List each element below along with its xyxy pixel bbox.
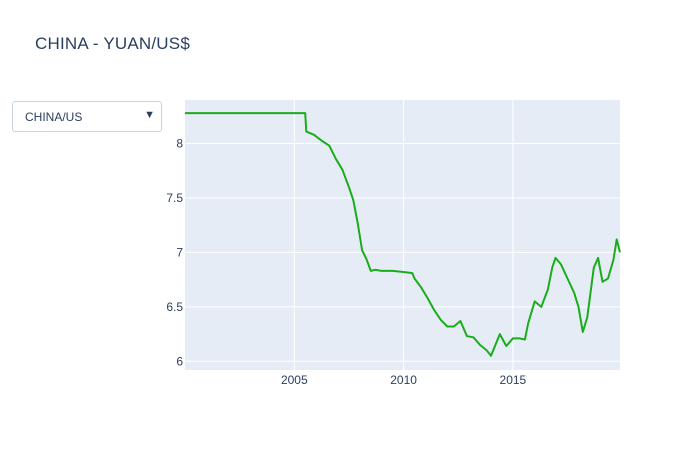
x-axis: 2005 2010 2015 <box>281 373 527 387</box>
gridlines <box>185 100 620 370</box>
y-tick-label: 6 <box>176 354 183 368</box>
dropdown-selected-value: CHINA/US <box>25 110 83 124</box>
x-tick-label: 2005 <box>281 373 308 387</box>
y-tick-label: 7 <box>176 245 183 259</box>
x-tick-label: 2010 <box>390 373 417 387</box>
series-layer <box>185 112 621 357</box>
series-line[interactable] <box>185 112 621 357</box>
chart-title: CHINA - YUAN/US$ <box>35 34 190 53</box>
country-dropdown[interactable]: CHINA/US ▼ <box>12 101 162 132</box>
y-axis: 6 6.5 7 7.5 8 <box>166 137 183 369</box>
triangle-down-icon: ▼ <box>144 109 155 121</box>
y-tick-label: 7.5 <box>166 191 183 205</box>
y-tick-label: 6.5 <box>166 300 183 314</box>
y-tick-label: 8 <box>176 137 183 151</box>
x-tick-label: 2015 <box>500 373 527 387</box>
plot-area <box>185 100 620 370</box>
